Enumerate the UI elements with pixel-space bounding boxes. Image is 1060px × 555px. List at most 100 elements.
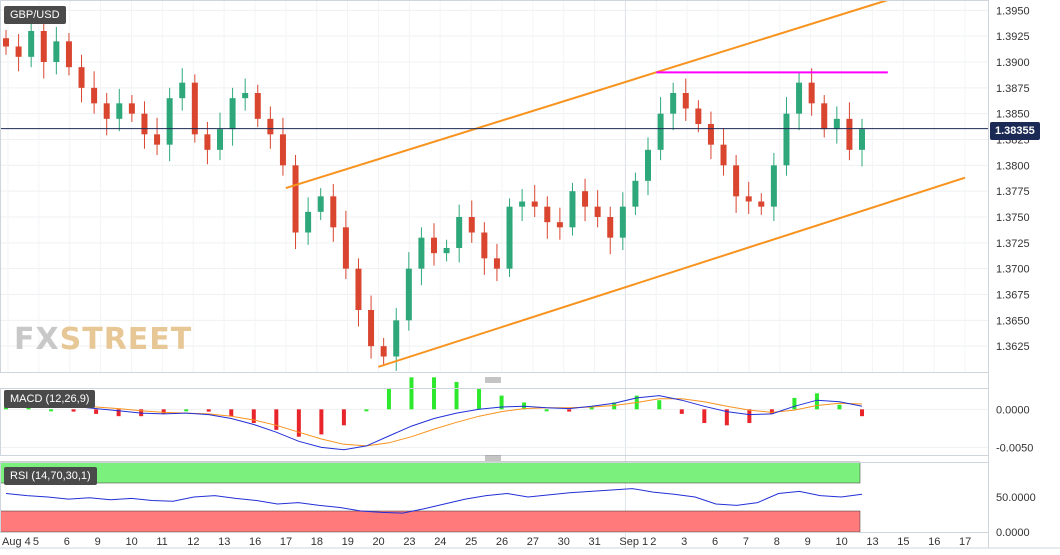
- x-tick-label: 13: [218, 536, 230, 548]
- candle-body: [355, 268, 362, 310]
- candle-body: [154, 134, 161, 145]
- macd-histogram-bar: [454, 381, 459, 410]
- candle-body: [28, 31, 35, 57]
- x-tick-label: Sep 1: [619, 536, 648, 548]
- candle-body: [166, 98, 173, 145]
- current-price-tag: 1.38355: [990, 122, 1040, 140]
- y-tick-label: 1.3650: [996, 315, 1030, 327]
- x-tick-label: 20: [372, 536, 384, 548]
- candle-body: [393, 320, 400, 357]
- candle-body: [733, 165, 740, 197]
- candle-body: [859, 129, 865, 150]
- macd-histogram-bar: [71, 409, 76, 412]
- candle-body: [78, 67, 85, 88]
- macd-histogram-bar: [589, 407, 594, 410]
- candle-body: [556, 222, 563, 228]
- x-tick-label: 15: [897, 536, 909, 548]
- candle-body: [481, 232, 488, 259]
- x-tick-label: 25: [465, 536, 477, 548]
- macd-histogram-bar: [567, 409, 572, 412]
- candle-body: [720, 144, 727, 166]
- x-tick-label: 17: [959, 536, 971, 548]
- candle-body: [330, 196, 337, 228]
- rsi-label[interactable]: RSI (14,70,30,1): [4, 467, 97, 485]
- x-tick-label: 30: [558, 536, 570, 548]
- macd-histogram-bar: [341, 409, 346, 426]
- macd-histogram-bar: [161, 409, 166, 414]
- y-tick-label: 1.3800: [996, 160, 1030, 172]
- x-axis: Aug 4 5 6 9 10 11 12 13 16 17 18 19 20 23 24 25 26 27 30 31…: [2, 536, 971, 548]
- candle-body: [846, 118, 853, 150]
- candle-body: [40, 31, 47, 62]
- y-tick-label: 1.3925: [996, 31, 1030, 43]
- candle-body: [833, 118, 840, 130]
- macd-histogram-bar: [477, 388, 482, 410]
- macd-histogram-bar: [229, 409, 234, 417]
- macd-histogram-bar: [184, 409, 189, 412]
- macd-histogram-bar: [386, 388, 391, 410]
- x-tick-label: 16: [928, 536, 940, 548]
- x-tick-label: 23: [403, 536, 415, 548]
- candle-body: [103, 103, 110, 119]
- x-tick-label: 5: [33, 536, 39, 548]
- candle-body: [619, 206, 626, 238]
- candle-body: [15, 46, 22, 57]
- rsi-line: [5, 488, 863, 514]
- macd-histogram-bar: [792, 397, 797, 410]
- x-tick-label: 8: [774, 536, 780, 548]
- candle-body: [821, 103, 828, 130]
- candle-body: [116, 103, 123, 119]
- candle-body: [493, 258, 500, 269]
- pane-frame: [0, 0, 989, 373]
- x-tick-label: 7: [743, 536, 749, 548]
- macd-histogram-bar: [724, 409, 729, 426]
- x-tick-label: 27: [527, 536, 539, 548]
- x-tick-label: 19: [342, 536, 354, 548]
- candle-body: [758, 201, 765, 207]
- x-tick-label: 12: [187, 536, 199, 548]
- macd-histogram-bar: [296, 409, 301, 437]
- y-tick-label: 1.3950: [996, 5, 1030, 17]
- macd-histogram-bar: [49, 409, 54, 412]
- candle-body: [65, 41, 72, 68]
- candle-body: [242, 93, 249, 99]
- macd-histogram-bar: [814, 393, 819, 410]
- y-tick-label: 0.0000: [996, 527, 1030, 539]
- candle-body: [267, 118, 274, 135]
- candle-body: [3, 38, 9, 47]
- candle-body: [645, 149, 651, 181]
- candle-body: [607, 217, 614, 238]
- symbol-label[interactable]: GBP/USD: [4, 6, 66, 24]
- watermark-fx: FX: [14, 322, 60, 357]
- macd-pane: 0.0000 -0.0050: [0, 377, 1033, 454]
- x-tick-label: 18: [311, 536, 323, 548]
- macd-histogram-bar: [860, 409, 864, 417]
- y-tick-label: 1.3700: [996, 264, 1030, 276]
- y-tick-label: 1.3900: [996, 57, 1030, 69]
- rsi-pane: 50.0000 0.0000: [0, 461, 1036, 539]
- x-tick-label: 24: [434, 536, 446, 548]
- x-tick-label: 11: [156, 536, 167, 548]
- candle-body: [632, 180, 639, 207]
- x-tick-label: 2: [650, 536, 656, 548]
- candle-body: [745, 196, 752, 202]
- candle-body: [443, 248, 450, 254]
- candle-body: [519, 201, 526, 207]
- candle-body: [670, 93, 677, 114]
- y-tick-label: 50.0000: [996, 492, 1036, 504]
- candle-body: [695, 108, 702, 124]
- candle-body: [191, 82, 198, 135]
- candle-body: [179, 82, 186, 99]
- candle-body: [418, 237, 425, 269]
- y-tick-label: 1.3775: [996, 186, 1030, 198]
- channel-upper-line: [285, 0, 889, 190]
- macd-histogram-bar: [432, 377, 436, 410]
- candle-body: [279, 134, 286, 166]
- candle-body: [783, 113, 790, 166]
- y-tick-label: 1.3725: [996, 238, 1030, 250]
- candle-body: [229, 98, 236, 130]
- macd-label[interactable]: MACD (12,26,9): [4, 390, 96, 408]
- candle-body: [217, 129, 223, 150]
- candle-body: [594, 206, 601, 217]
- x-tick-label: Aug 4: [2, 536, 31, 548]
